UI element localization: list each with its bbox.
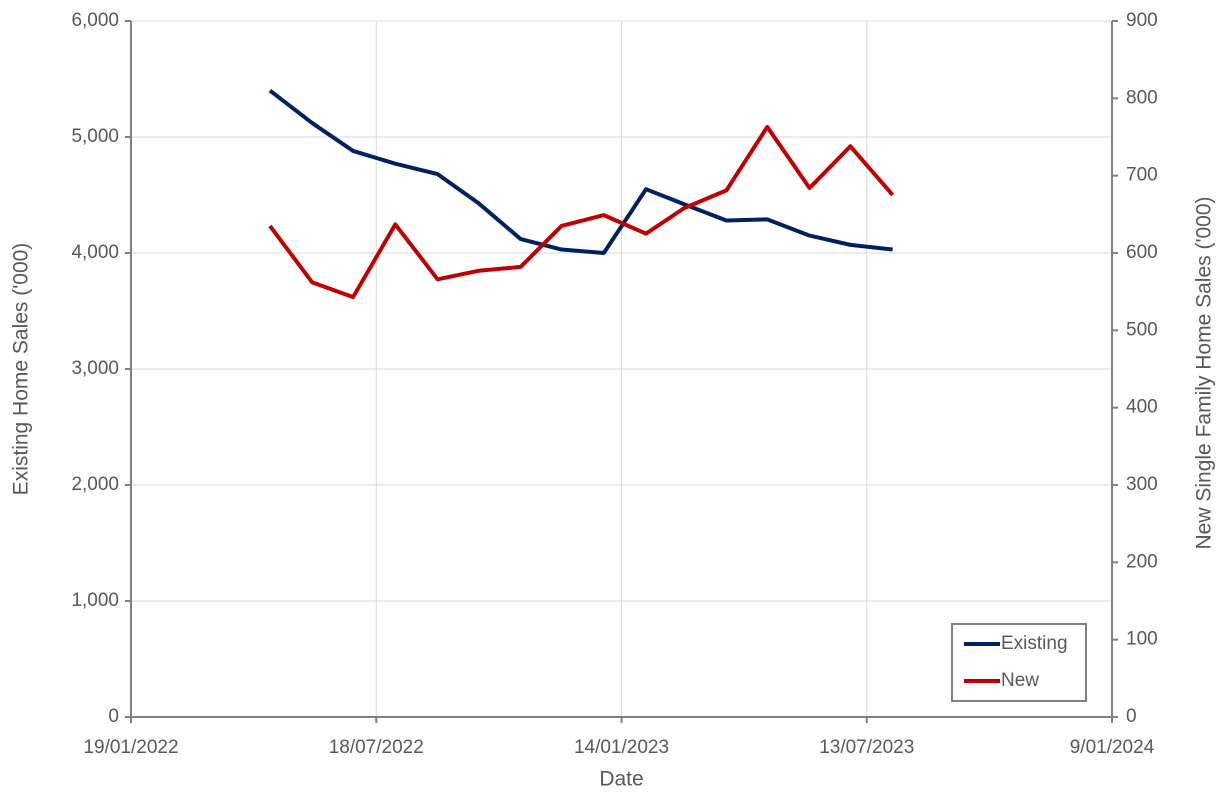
y2-tick-label: 700	[1126, 165, 1158, 186]
legend-box	[951, 623, 1087, 702]
y-tick-label: 0	[108, 706, 119, 727]
y2-tick-label: 500	[1126, 319, 1158, 340]
y2-tick-label: 800	[1126, 87, 1158, 108]
y-tick-label: 3,000	[71, 358, 119, 379]
y2-axis-label: New Single Family Home Sales ('000)	[1193, 197, 1216, 550]
y2-tick-label: 200	[1126, 551, 1158, 572]
y-tick-label: 5,000	[71, 126, 119, 147]
y-tick-label: 4,000	[71, 242, 119, 263]
y-tick-label: 1,000	[71, 590, 119, 611]
x-tick-label: 18/07/2022	[329, 737, 424, 758]
series-line	[268, 124, 895, 300]
y2-tick-label: 100	[1126, 629, 1158, 650]
y-tick-label: 2,000	[71, 474, 119, 495]
y-tick-label: 6,000	[71, 10, 119, 31]
legend-label: Existing	[1001, 633, 1068, 654]
y2-tick-label: 600	[1126, 242, 1158, 263]
x-tick-label: 19/01/2022	[83, 737, 178, 758]
x-tick-label: 13/07/2023	[819, 737, 914, 758]
y-axis-label: Existing Home Sales ('000)	[10, 243, 33, 496]
y2-tick-label: 400	[1126, 397, 1158, 418]
y2-tick-label: 300	[1126, 474, 1158, 495]
y2-tick-label: 0	[1126, 706, 1137, 727]
legend-label: New	[1001, 670, 1039, 691]
y2-tick-label: 900	[1126, 10, 1158, 31]
x-tick-label: 14/01/2023	[574, 737, 669, 758]
x-tick-label: 9/01/2024	[1070, 737, 1155, 758]
x-axis-label: Date	[599, 768, 643, 791]
series-line	[268, 89, 893, 255]
